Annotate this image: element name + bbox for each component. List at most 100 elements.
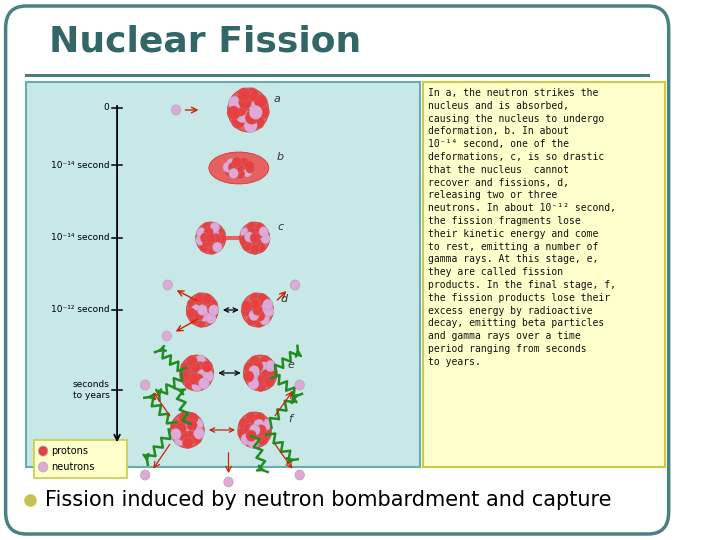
Circle shape	[197, 369, 208, 381]
Circle shape	[255, 222, 264, 233]
Circle shape	[255, 310, 265, 321]
Circle shape	[250, 356, 261, 367]
Text: b: b	[276, 152, 284, 162]
Circle shape	[212, 242, 222, 252]
Circle shape	[247, 303, 257, 314]
Circle shape	[174, 434, 185, 446]
Circle shape	[210, 222, 220, 233]
Circle shape	[223, 162, 233, 172]
Ellipse shape	[186, 293, 218, 327]
Circle shape	[258, 305, 269, 316]
Circle shape	[253, 361, 264, 373]
Circle shape	[202, 238, 212, 248]
FancyBboxPatch shape	[26, 82, 420, 467]
Circle shape	[162, 331, 171, 341]
Circle shape	[186, 420, 197, 431]
Circle shape	[295, 470, 305, 480]
Circle shape	[238, 160, 247, 171]
Circle shape	[239, 418, 250, 429]
Circle shape	[256, 105, 269, 119]
Circle shape	[227, 106, 240, 120]
Circle shape	[249, 105, 262, 119]
Circle shape	[247, 222, 256, 232]
Ellipse shape	[180, 355, 214, 391]
Text: 10⁻¹⁴ second: 10⁻¹⁴ second	[51, 233, 109, 242]
Circle shape	[254, 228, 264, 239]
Circle shape	[249, 366, 260, 377]
Ellipse shape	[196, 222, 225, 254]
Circle shape	[253, 305, 263, 315]
Circle shape	[182, 437, 193, 449]
Circle shape	[197, 227, 206, 238]
Circle shape	[234, 163, 243, 173]
Circle shape	[240, 163, 250, 173]
Text: 0: 0	[104, 104, 109, 112]
Circle shape	[246, 412, 256, 423]
Circle shape	[246, 430, 257, 442]
Circle shape	[246, 87, 258, 102]
Circle shape	[186, 308, 197, 319]
Circle shape	[247, 97, 260, 111]
Circle shape	[243, 423, 253, 435]
Circle shape	[244, 362, 255, 374]
Circle shape	[179, 370, 190, 382]
Circle shape	[189, 361, 200, 372]
Circle shape	[176, 423, 186, 434]
Text: e: e	[287, 360, 294, 370]
Circle shape	[244, 232, 254, 242]
Circle shape	[210, 228, 219, 238]
Circle shape	[249, 310, 259, 321]
Circle shape	[243, 167, 252, 177]
Circle shape	[261, 428, 272, 439]
Circle shape	[254, 413, 265, 424]
Text: f: f	[289, 414, 292, 424]
Circle shape	[249, 424, 260, 436]
Text: neutrons: neutrons	[52, 462, 95, 472]
Circle shape	[254, 316, 264, 328]
Circle shape	[194, 361, 205, 373]
Circle shape	[195, 299, 205, 309]
Circle shape	[256, 234, 265, 244]
Circle shape	[259, 226, 269, 237]
Circle shape	[250, 293, 260, 303]
Circle shape	[195, 235, 205, 245]
Circle shape	[171, 428, 181, 440]
Circle shape	[206, 313, 216, 323]
Circle shape	[267, 369, 278, 380]
Text: Nuclear Fission: Nuclear Fission	[49, 25, 361, 59]
Circle shape	[256, 242, 266, 253]
Text: 10⁻¹⁴ second: 10⁻¹⁴ second	[51, 160, 109, 170]
Circle shape	[238, 95, 252, 109]
Circle shape	[187, 299, 197, 310]
Circle shape	[261, 233, 270, 244]
Text: In a, the neutron strikes the
nucleus and is absorbed,
causing the nucleus to un: In a, the neutron strikes the nucleus an…	[428, 88, 616, 367]
Circle shape	[171, 420, 181, 431]
Circle shape	[246, 110, 258, 124]
Circle shape	[247, 238, 256, 248]
Circle shape	[240, 227, 250, 238]
Circle shape	[295, 380, 305, 390]
Circle shape	[191, 433, 202, 444]
Circle shape	[140, 470, 150, 480]
Circle shape	[231, 114, 245, 129]
Circle shape	[163, 280, 172, 290]
Circle shape	[264, 376, 275, 387]
Circle shape	[242, 300, 252, 311]
Circle shape	[207, 244, 217, 254]
Text: Fission induced by neutron bombardment and capture: Fission induced by neutron bombardment a…	[45, 490, 611, 510]
Text: c: c	[277, 222, 284, 232]
Circle shape	[194, 293, 204, 303]
Circle shape	[245, 161, 254, 171]
Circle shape	[192, 367, 202, 379]
Circle shape	[199, 242, 209, 252]
Circle shape	[244, 119, 257, 133]
Circle shape	[228, 163, 238, 173]
Circle shape	[240, 158, 249, 168]
Circle shape	[178, 429, 189, 441]
Circle shape	[224, 477, 233, 487]
Circle shape	[255, 367, 266, 379]
Circle shape	[180, 362, 191, 374]
Circle shape	[207, 239, 217, 249]
FancyBboxPatch shape	[34, 440, 127, 478]
Circle shape	[140, 380, 150, 390]
